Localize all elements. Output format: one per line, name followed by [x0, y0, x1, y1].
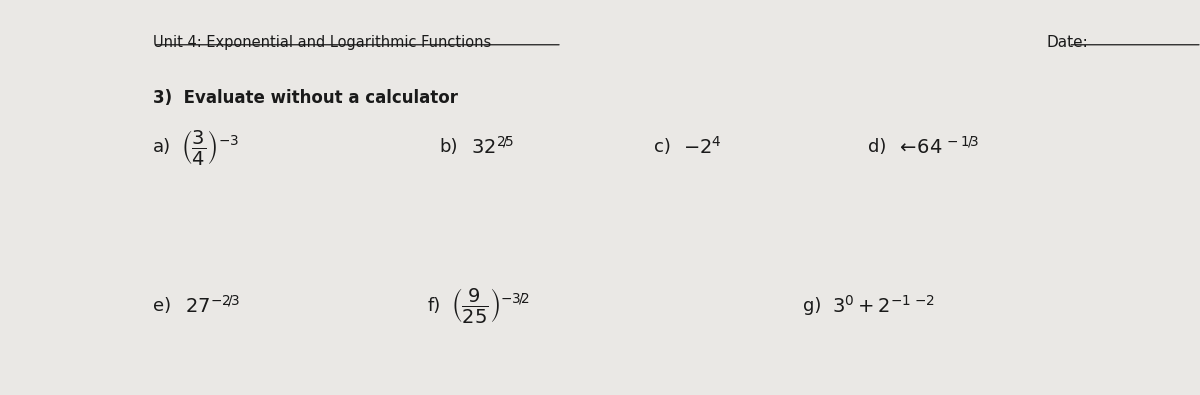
Text: g): g)	[803, 297, 821, 315]
Text: d): d)	[868, 138, 887, 156]
Text: Date:: Date:	[1046, 35, 1088, 50]
Text: $27^{-2\!/\!3}$: $27^{-2\!/\!3}$	[185, 295, 240, 317]
Text: $-2^{4}$: $-2^{4}$	[684, 136, 722, 158]
Text: c): c)	[654, 138, 671, 156]
Text: e): e)	[154, 297, 172, 315]
Text: Unit 4: Exponential and Logarithmic Functions: Unit 4: Exponential and Logarithmic Func…	[154, 35, 491, 50]
Text: $32^{2\!/\!5}$: $32^{2\!/\!5}$	[472, 136, 515, 158]
Text: $\left(\dfrac{3}{4}\right)^{-3}$: $\left(\dfrac{3}{4}\right)^{-3}$	[180, 128, 239, 167]
Text: $3^{0}+2^{-1}\,{}^{-2}$: $3^{0}+2^{-1}\,{}^{-2}$	[833, 295, 936, 317]
Text: f): f)	[427, 297, 440, 315]
Text: a): a)	[154, 138, 172, 156]
Text: $\left(\dfrac{9}{25}\right)^{-3\!/\!2}$: $\left(\dfrac{9}{25}\right)^{-3\!/\!2}$	[451, 286, 530, 325]
Text: $\leftarrow\!64^{\,-1\!/\!3}$: $\leftarrow\!64^{\,-1\!/\!3}$	[895, 136, 979, 158]
Text: b): b)	[439, 138, 457, 156]
Text: 3)  Evaluate without a calculator: 3) Evaluate without a calculator	[154, 89, 458, 107]
